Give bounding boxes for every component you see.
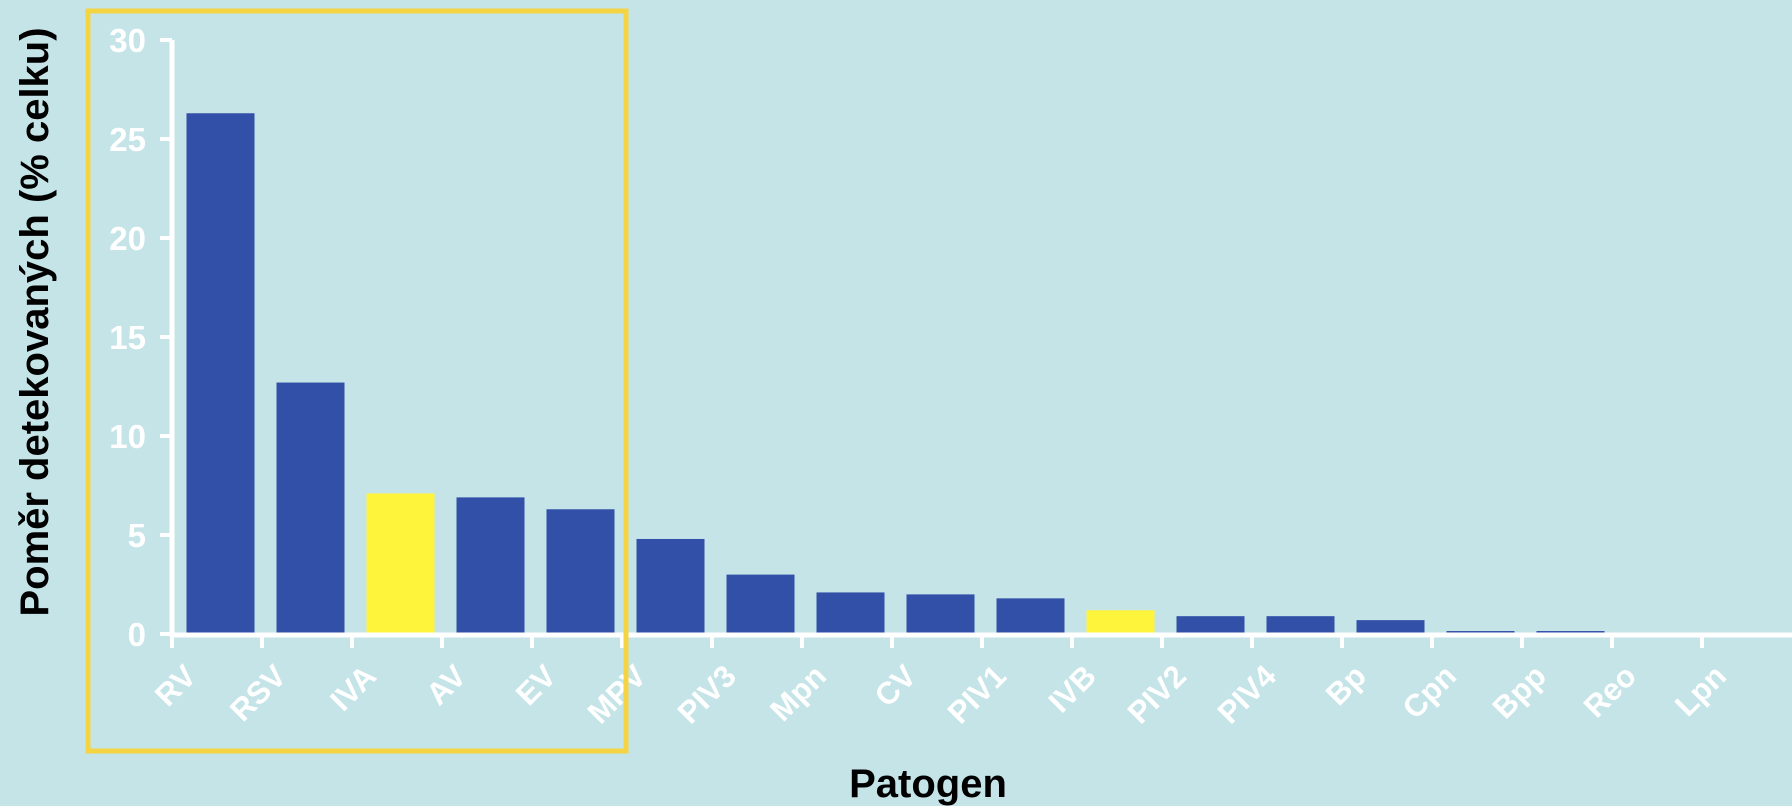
- bar-ev: [546, 509, 615, 634]
- bar-cv: [906, 594, 975, 634]
- bars-group: [186, 113, 1605, 634]
- x-tick-label-mpv: MPV: [581, 658, 653, 730]
- bar-piv1: [996, 598, 1065, 634]
- bar-iva: [366, 493, 435, 634]
- x-tick-label-piv2: PIV2: [1121, 658, 1193, 730]
- y-tick-label: 15: [109, 319, 146, 356]
- x-tick-label-piv3: PIV3: [671, 658, 743, 730]
- y-tick-label: 0: [128, 616, 146, 653]
- y-tick-label: 25: [109, 121, 146, 158]
- bar-mpn: [816, 592, 885, 634]
- x-tick-label-lpn: Lpn: [1668, 658, 1733, 723]
- x-tick-label-cv: CV: [868, 658, 923, 713]
- x-tick-label-cpn: Cpn: [1396, 658, 1463, 725]
- bar-piv2: [1176, 616, 1245, 634]
- x-tick-label-rsv: RSV: [223, 658, 293, 728]
- x-tick-label-bpp: Bpp: [1486, 658, 1553, 725]
- x-tick-label-rv: RV: [148, 658, 203, 713]
- bar-av: [456, 497, 525, 634]
- x-tick-label-iva: IVA: [323, 658, 383, 718]
- x-tick-label-ev: EV: [509, 658, 563, 712]
- x-tick-label-mpn: Mpn: [763, 658, 833, 728]
- x-tick-label-bp: Bp: [1319, 658, 1373, 712]
- x-axis-title: Patogen: [849, 762, 1007, 806]
- x-tick-label-piv4: PIV4: [1211, 658, 1284, 731]
- bar-piv3: [726, 574, 795, 634]
- y-tick-label: 5: [128, 517, 146, 554]
- x-tick-label-piv1: PIV1: [941, 658, 1013, 730]
- bar-rsv: [276, 382, 345, 634]
- y-tick-label: 10: [109, 418, 146, 455]
- highlight-box: [85, 8, 629, 754]
- x-tick-label-ivb: IVB: [1042, 658, 1103, 719]
- bar-piv4: [1266, 616, 1335, 634]
- bar-rv: [186, 113, 255, 634]
- bar-mpv: [636, 538, 705, 634]
- y-tick-label: 30: [109, 22, 146, 59]
- bar-ivb: [1086, 610, 1155, 634]
- x-tick-label-reo: Reo: [1577, 658, 1643, 724]
- x-tick-label-av: AV: [419, 658, 473, 712]
- y-axis-title: Poměr detekovaných (% celku): [13, 27, 57, 616]
- y-tick-label: 20: [109, 220, 146, 257]
- bar-bp: [1356, 620, 1425, 634]
